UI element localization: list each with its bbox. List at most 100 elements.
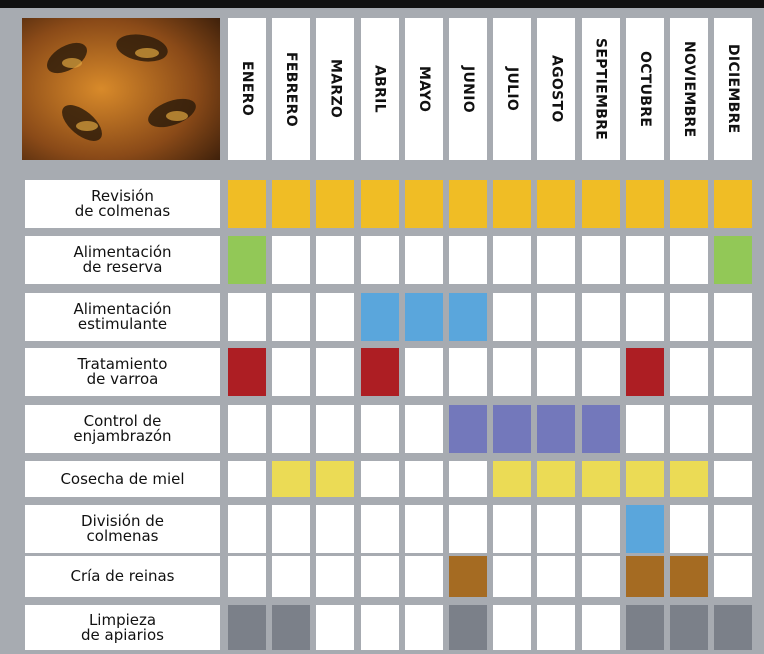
active-cell	[670, 605, 708, 650]
empty-cell	[670, 505, 708, 553]
active-cell	[714, 605, 753, 650]
empty-cell	[714, 348, 753, 396]
empty-cell	[228, 461, 266, 497]
active-cell	[316, 461, 355, 497]
empty-cell	[360, 556, 399, 597]
empty-cell	[714, 293, 753, 341]
active-cell	[228, 605, 266, 650]
empty-cell	[581, 556, 620, 597]
active-cell	[625, 556, 664, 597]
active-cell	[670, 180, 708, 228]
empty-cell	[404, 236, 443, 284]
active-cell	[449, 556, 487, 597]
active-cell	[625, 505, 664, 553]
empty-cell	[493, 348, 532, 396]
active-cell	[581, 180, 620, 228]
month-label: MAYO	[415, 65, 432, 113]
active-cell	[360, 180, 399, 228]
empty-cell	[493, 236, 532, 284]
empty-cell	[360, 505, 399, 553]
empty-cell	[493, 605, 532, 650]
activity-label: Limpieza de apiarios	[25, 605, 220, 650]
label-line: enjambrazón	[73, 427, 172, 445]
month-header: MARZO	[316, 18, 355, 160]
active-cell	[625, 461, 664, 497]
month-label: NOVIEMBRE	[681, 40, 697, 138]
label-line: Limpieza	[88, 610, 157, 629]
empty-cell	[581, 505, 620, 553]
active-cell	[449, 180, 487, 228]
empty-cell	[228, 505, 266, 553]
empty-cell	[316, 505, 355, 553]
label-line: Control de	[83, 412, 162, 430]
empty-cell	[316, 348, 355, 396]
active-cell	[625, 180, 664, 228]
active-cell	[404, 180, 443, 228]
label-line: Cosecha de miel	[60, 469, 185, 488]
active-cell	[272, 180, 311, 228]
empty-cell	[404, 556, 443, 597]
month-header: JUNIO	[449, 18, 487, 160]
empty-cell	[316, 605, 355, 650]
active-cell	[360, 293, 399, 341]
active-cell	[404, 293, 443, 341]
empty-cell	[625, 293, 664, 341]
empty-cell	[228, 556, 266, 597]
empty-cell	[714, 461, 753, 497]
month-label: SEPTIEMBRE	[592, 37, 609, 141]
active-cell	[449, 293, 487, 341]
empty-cell	[404, 405, 443, 453]
active-cell	[493, 461, 532, 497]
active-cell	[228, 180, 266, 228]
month-header: FEBRERO	[272, 18, 311, 160]
empty-cell	[316, 405, 355, 453]
empty-cell	[670, 236, 708, 284]
month-header: MAYO	[404, 18, 443, 160]
empty-cell	[404, 461, 443, 497]
active-cell	[316, 180, 355, 228]
month-label: JUNIO	[460, 65, 476, 113]
month-label: ABRIL	[371, 65, 388, 113]
month-label: ENERO	[239, 61, 255, 117]
active-cell	[360, 348, 399, 396]
empty-cell	[625, 405, 664, 453]
month-header: SEPTIEMBRE	[581, 18, 620, 160]
empty-cell	[272, 556, 311, 597]
empty-cell	[316, 236, 355, 284]
empty-cell	[360, 605, 399, 650]
label-line: de reserva	[82, 258, 163, 276]
active-cell	[537, 180, 576, 228]
empty-cell	[404, 348, 443, 396]
activity-label: División de colmenas	[25, 505, 220, 553]
activity-label: Cosecha de miel	[25, 461, 220, 497]
active-cell	[228, 348, 266, 396]
empty-cell	[272, 236, 311, 284]
empty-cell	[272, 348, 311, 396]
empty-cell	[670, 348, 708, 396]
empty-cell	[537, 293, 576, 341]
active-cell	[537, 461, 576, 497]
label-line: Tratamiento	[77, 355, 168, 373]
active-cell	[493, 180, 532, 228]
empty-cell	[272, 293, 311, 341]
empty-cell	[360, 461, 399, 497]
empty-cell	[537, 348, 576, 396]
empty-cell	[537, 556, 576, 597]
activity-label: Cría de reinas	[25, 556, 220, 597]
empty-cell	[316, 556, 355, 597]
month-header: NOVIEMBRE	[670, 18, 708, 160]
label-line: colmenas	[86, 527, 159, 545]
active-cell	[581, 461, 620, 497]
active-cell	[670, 556, 708, 597]
month-label: JULIO	[504, 66, 521, 112]
label-line: estimulante	[77, 315, 168, 333]
empty-cell	[670, 405, 708, 453]
empty-cell	[493, 556, 532, 597]
active-cell	[581, 405, 620, 453]
empty-cell	[404, 605, 443, 650]
label-line: de apiarios	[81, 625, 164, 644]
label-line: División de	[81, 512, 164, 530]
empty-cell	[449, 236, 487, 284]
month-label: OCTUBRE	[636, 50, 653, 128]
